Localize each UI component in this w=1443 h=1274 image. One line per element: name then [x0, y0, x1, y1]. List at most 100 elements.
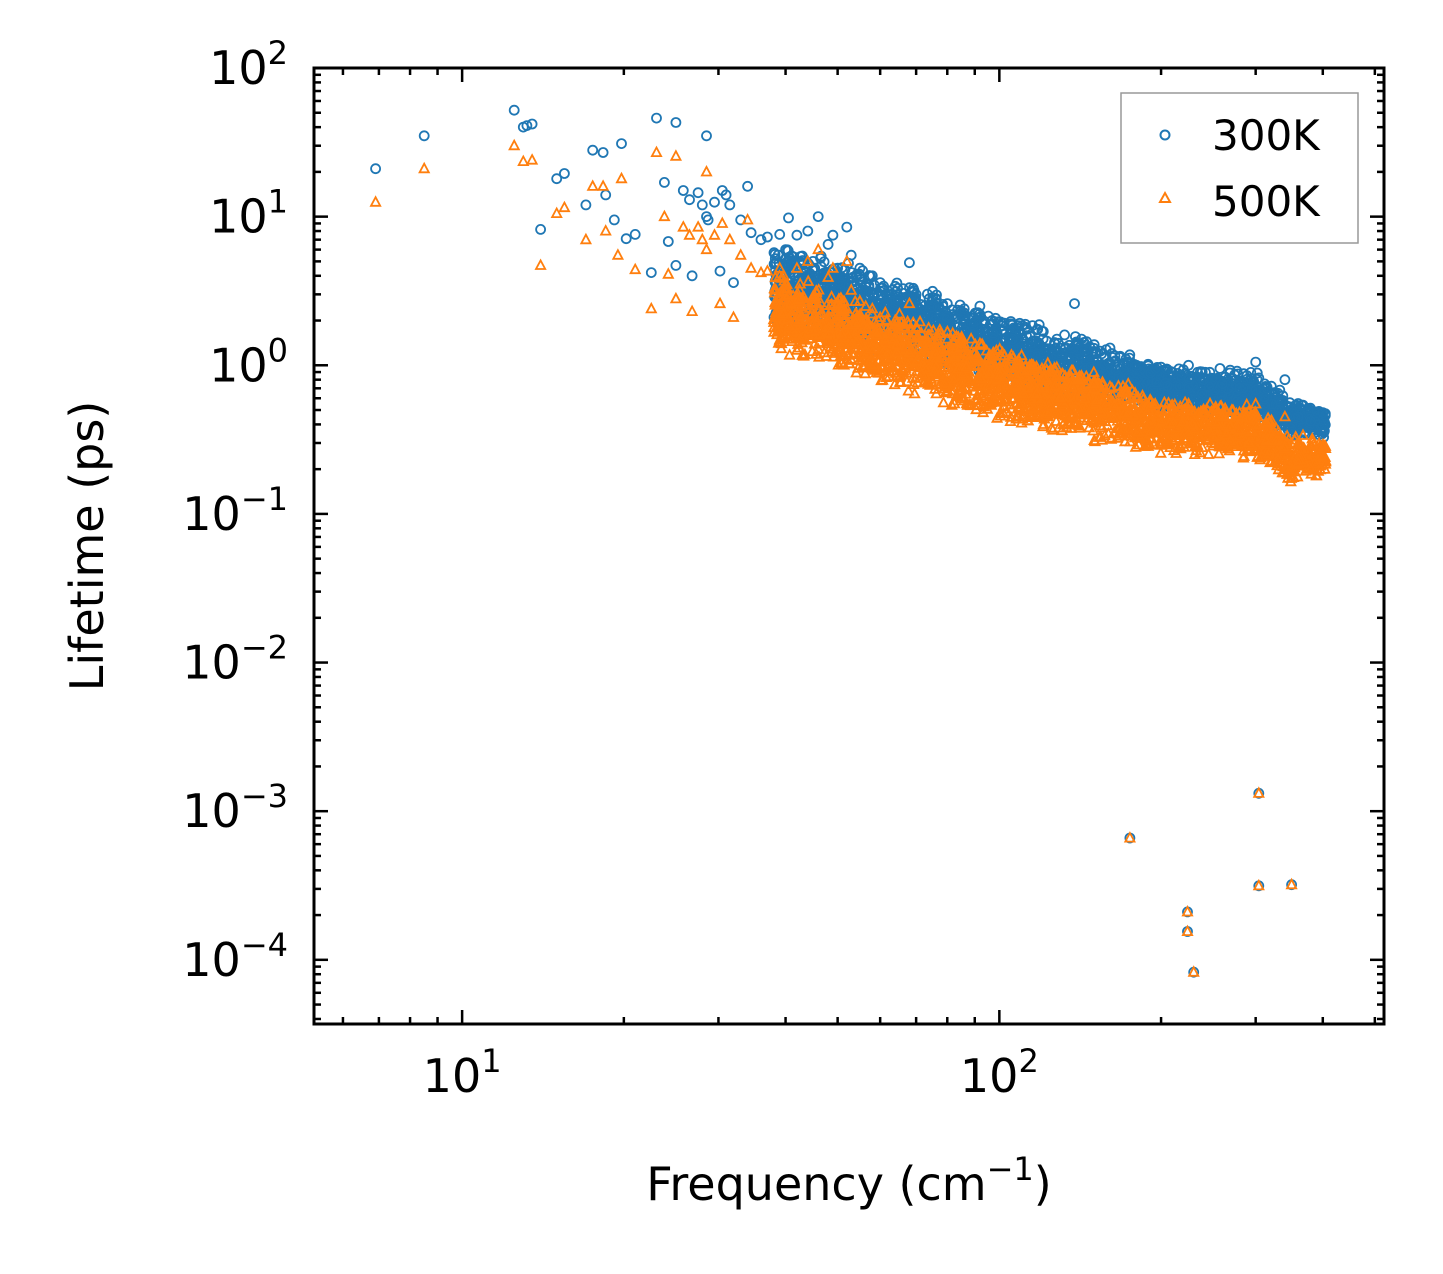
point-500k	[929, 370, 942, 382]
point-500k	[1126, 383, 1139, 396]
point-500k	[1089, 407, 1103, 420]
point-300k	[1183, 373, 1195, 385]
point-500k	[1291, 469, 1304, 482]
point-500k	[824, 298, 837, 311]
point-300k	[911, 305, 922, 317]
point-500k	[997, 406, 1010, 419]
point-500k	[1040, 372, 1054, 385]
point-300k	[1286, 404, 1297, 416]
point-500k	[940, 384, 953, 397]
point-300k	[1079, 345, 1090, 357]
point-300k	[1109, 350, 1121, 362]
point-500k	[931, 329, 944, 341]
point-300k	[987, 327, 999, 339]
point-500k	[1013, 397, 1026, 410]
point-300k	[370, 163, 382, 175]
point-500k	[1045, 421, 1058, 433]
point-300k	[881, 289, 892, 301]
point-500k	[987, 393, 1000, 405]
point-500k	[859, 299, 872, 311]
point-500k	[777, 269, 791, 281]
point-500k	[1122, 377, 1135, 389]
point-300k	[521, 120, 533, 131]
point-300k	[812, 211, 824, 223]
point-500k	[1055, 423, 1069, 436]
point-300k	[1068, 355, 1080, 367]
point-500k	[832, 358, 845, 370]
point-300k	[1136, 362, 1148, 374]
point-300k	[714, 265, 726, 277]
point-500k	[1006, 392, 1019, 404]
point-300k	[526, 118, 538, 130]
point-300k	[1020, 321, 1032, 333]
point-500k	[1000, 378, 1013, 391]
point-500k	[785, 334, 799, 347]
point-300k	[774, 228, 786, 240]
point-300k	[1007, 333, 1018, 345]
point-300k	[1279, 374, 1291, 386]
point-300k	[1216, 378, 1228, 390]
point-300k	[580, 199, 592, 211]
point-500k	[775, 308, 788, 321]
point-300k	[832, 262, 843, 274]
point-300k	[967, 310, 978, 322]
point-500k	[885, 324, 899, 336]
point-300k	[1085, 361, 1096, 373]
point-300k	[1159, 377, 1171, 389]
point-500k	[793, 282, 806, 295]
point-300k	[1162, 380, 1173, 392]
point-300k	[1203, 381, 1215, 393]
point-300k	[508, 104, 520, 116]
point-500k	[931, 332, 944, 345]
point-500k	[927, 323, 940, 336]
point-500k	[1042, 393, 1056, 405]
point-300k	[659, 176, 670, 188]
point-500k	[857, 317, 870, 330]
point-500k	[908, 386, 921, 399]
point-500k	[1212, 446, 1226, 459]
point-300k	[677, 185, 689, 196]
point-500k	[1095, 382, 1108, 395]
point-300k	[1183, 359, 1194, 371]
point-500k	[835, 356, 848, 369]
point-500k	[813, 335, 826, 347]
point-500k	[1036, 376, 1050, 389]
point-300k	[1120, 353, 1132, 365]
point-300k	[941, 298, 953, 310]
point-500k	[771, 324, 784, 337]
point-500k	[879, 305, 892, 318]
point-500k	[812, 342, 825, 354]
point-500k	[1098, 428, 1111, 441]
point-500k	[1240, 397, 1253, 410]
point-500k	[1102, 426, 1115, 439]
point-500k	[902, 384, 915, 396]
point-300k	[742, 180, 753, 192]
point-500k	[813, 327, 826, 340]
point-300k	[696, 199, 708, 211]
point-300k	[854, 262, 866, 274]
point-300k	[999, 333, 1011, 345]
point-300k	[755, 234, 767, 246]
point-500k	[970, 348, 984, 361]
point-500k	[1016, 411, 1029, 424]
point-300k	[1096, 348, 1107, 360]
point-300k	[651, 112, 662, 124]
point-500k	[988, 348, 1001, 360]
point-500k	[916, 335, 929, 348]
point-500k	[971, 392, 985, 404]
point-500k	[1285, 467, 1298, 480]
point-500k	[768, 282, 782, 295]
point-300k	[1245, 366, 1257, 378]
point-500k	[1026, 358, 1040, 370]
point-300k	[645, 267, 657, 279]
point-300k	[692, 187, 704, 199]
point-300k	[904, 257, 915, 269]
point-500k	[1262, 447, 1275, 459]
point-500k	[1227, 435, 1240, 448]
point-300k	[1250, 384, 1262, 396]
point-300k	[1070, 331, 1081, 343]
point-300k	[620, 233, 632, 245]
point-500k	[1021, 413, 1034, 426]
point-300k	[1317, 407, 1329, 419]
